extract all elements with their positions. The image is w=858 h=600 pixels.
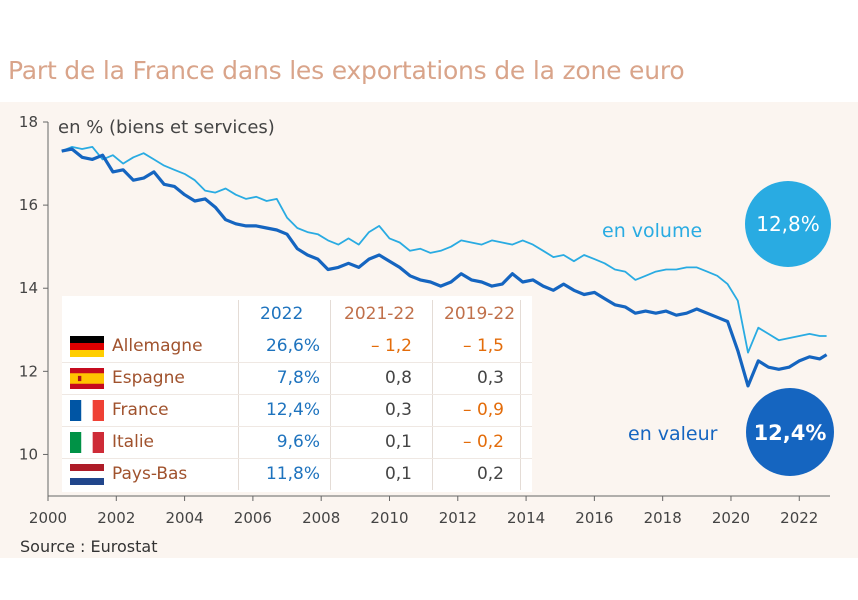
change-2019-22: – 1,5 (463, 336, 504, 356)
y-tick-label: 18 (19, 113, 38, 131)
volume-badge-circle (745, 181, 831, 267)
country-name: Italie (112, 432, 155, 452)
header-2019-22: 2019-22 (444, 304, 516, 324)
row-divider (62, 362, 532, 363)
share-2022: 7,8% (276, 368, 320, 388)
x-tick-label: 2016 (575, 509, 613, 527)
chart-lines (61, 146, 828, 388)
x-tick-label: 2014 (507, 509, 545, 527)
table-header-row: 2022 2021-22 2019-22 (62, 300, 532, 328)
change-2019-22: – 0,9 (463, 400, 504, 420)
table-row-netherlands: Pays-Bas 11,8% 0,1 0,2 (62, 460, 532, 488)
change-2019-22: 0,2 (476, 464, 504, 484)
change-2021-22: 0,1 (384, 432, 412, 452)
value-series-line (61, 147, 828, 388)
x-tick-label: 2012 (439, 509, 477, 527)
header-2022: 2022 (260, 304, 304, 324)
y-tick-label: 10 (19, 445, 38, 463)
volume-series-label: en volume (602, 220, 702, 242)
change-2021-22: 0,3 (384, 400, 412, 420)
spain-flag-icon (70, 368, 104, 389)
table-row-france: France 12,4% 0,3 – 0,9 (62, 396, 532, 424)
change-2019-22: 0,3 (476, 368, 504, 388)
x-tick-label: 2020 (712, 509, 750, 527)
y-tick-label: 12 (19, 362, 38, 380)
share-2022: 11,8% (265, 464, 320, 484)
country-name: Pays-Bas (112, 464, 188, 484)
x-tick-label: 2008 (302, 509, 340, 527)
table-row-spain: Espagne 7,8% 0,8 0,3 (62, 364, 532, 392)
header-2021-22: 2021-22 (344, 304, 416, 324)
change-2021-22: – 1,2 (371, 336, 412, 356)
chart-title: Part de la France dans les exportations … (8, 56, 685, 85)
france-flag-icon (70, 400, 104, 421)
source-note: Source : Eurostat (20, 537, 157, 556)
x-tick-label: 2006 (234, 509, 272, 527)
row-divider (62, 458, 532, 459)
germany-flag-icon (70, 336, 104, 357)
value-series-label: en valeur (628, 423, 718, 445)
table-row-germany: Allemagne 26,6% – 1,2 – 1,5 (62, 332, 532, 360)
share-2022: 12,4% (265, 400, 320, 420)
share-2022: 9,6% (276, 432, 320, 452)
table-divider (520, 300, 521, 490)
table-row-italy: Italie 9,6% 0,1 – 0,2 (62, 428, 532, 456)
chart-axes: 10 12 14 16 18 2000 2002 2004 2006 2008 2010 2012 20… (19, 113, 830, 527)
italy-flag-icon (70, 432, 104, 453)
change-2021-22: 0,8 (384, 368, 412, 388)
change-2019-22: – 0,2 (463, 432, 504, 452)
netherlands-flag-icon (70, 464, 104, 485)
change-2021-22: 0,1 (384, 464, 412, 484)
value-badge-value: 12,4% (754, 421, 827, 445)
y-tick-label: 16 (19, 196, 38, 214)
x-tick-label: 2000 (29, 509, 67, 527)
table-divider (432, 300, 433, 490)
share-2022: 26,6% (265, 336, 320, 356)
y-tick-label: 14 (19, 279, 38, 297)
volume-badge-value: 12,8% (756, 212, 820, 236)
country-name: France (112, 400, 169, 420)
country-name: Allemagne (112, 336, 203, 356)
row-divider (62, 426, 532, 427)
x-tick-label: 2004 (166, 509, 204, 527)
value-badge-circle (746, 388, 834, 476)
row-divider (62, 394, 532, 395)
x-tick-label: 2010 (370, 509, 408, 527)
table-divider (238, 300, 239, 490)
partners-table: 2022 2021-22 2019-22 Allemagne 26,6% – 1… (62, 296, 532, 492)
x-tick-label: 2022 (780, 509, 818, 527)
x-tick-label: 2002 (97, 509, 135, 527)
volume-series-line (61, 146, 827, 354)
country-name: Espagne (112, 368, 185, 388)
y-unit-label: en % (biens et services) (58, 117, 275, 138)
x-tick-label: 2018 (644, 509, 682, 527)
table-divider (330, 300, 331, 490)
